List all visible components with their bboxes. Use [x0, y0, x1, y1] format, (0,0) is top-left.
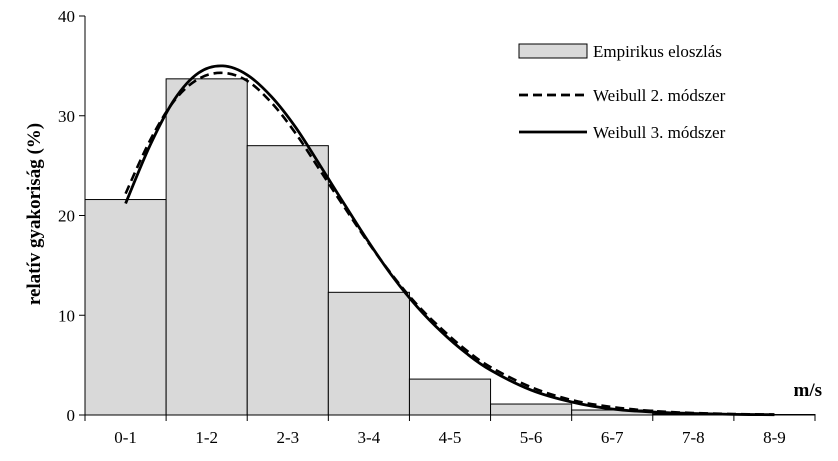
legend: Empirikus eloszlás Weibull 2. módszer Weib… [519, 42, 726, 142]
x-tick-label: 4-5 [439, 428, 462, 447]
x-tick-label: 1-2 [195, 428, 218, 447]
legend-swatch-empirikus [519, 44, 587, 58]
bar-1-2 [166, 79, 247, 415]
y-tick-label: 20 [58, 207, 75, 226]
x-tick-label: 3-4 [358, 428, 381, 447]
legend-label-weibull-2: Weibull 2. módszer [593, 86, 726, 105]
bar-0-1 [85, 200, 166, 415]
y-tick-label: 40 [58, 7, 75, 26]
bar-3-4 [328, 292, 409, 415]
x-tick-label: 8-9 [763, 428, 786, 447]
bar-4-5 [409, 379, 490, 415]
legend-label-empirikus: Empirikus eloszlás [593, 42, 722, 61]
legend-label-weibull-3: Weibull 3. módszer [593, 123, 726, 142]
x-tick-label: 7-8 [682, 428, 705, 447]
bar-2-3 [247, 146, 328, 415]
x-tick-label: 2-3 [276, 428, 299, 447]
bar-5-6 [491, 404, 572, 415]
y-tick-label: 0 [67, 406, 76, 425]
y-tick-label: 30 [58, 107, 75, 126]
y-tick-label: 10 [58, 306, 75, 325]
x-tick-label: 0-1 [114, 428, 137, 447]
y-axis-title: relatív gyakoriság (%) [24, 123, 45, 305]
x-tick-label: 5-6 [520, 428, 543, 447]
x-axis-title: m/s [794, 380, 823, 401]
x-tick-label: 6-7 [601, 428, 624, 447]
